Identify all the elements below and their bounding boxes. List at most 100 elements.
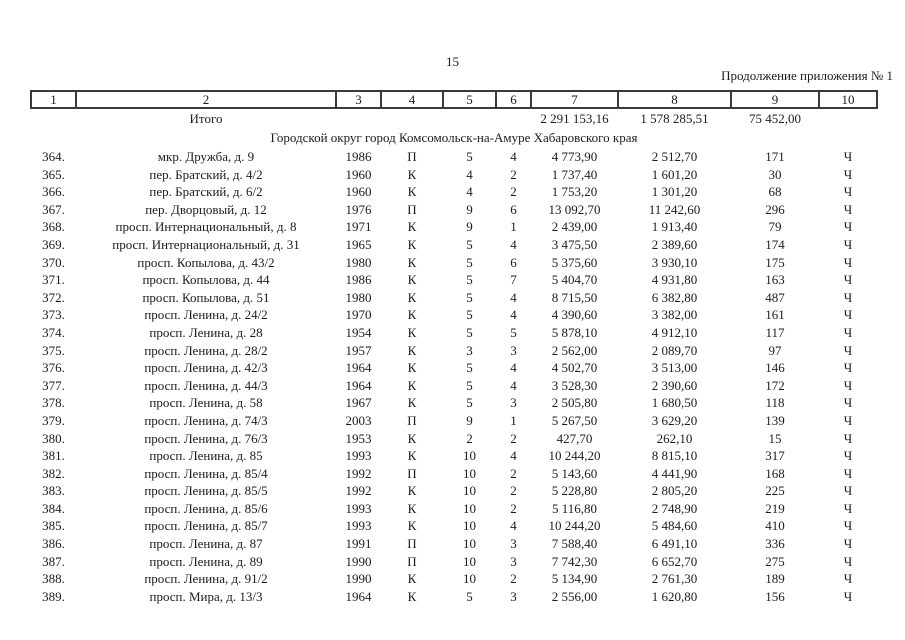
entrance-count: 4 bbox=[510, 289, 517, 305]
row-number: 365. bbox=[42, 166, 65, 182]
year-built: 1964 bbox=[345, 377, 372, 393]
address: просп. Ленина, д. 85/4 bbox=[144, 465, 268, 481]
resident-count: 219 bbox=[765, 500, 785, 516]
total-area: 5 116,80 bbox=[551, 500, 598, 516]
year-built: 1970 bbox=[345, 307, 372, 323]
resident-count: 175 bbox=[765, 254, 785, 270]
year-built: 1953 bbox=[345, 430, 372, 446]
row-number: 367. bbox=[42, 201, 65, 217]
letter-mark: Ч bbox=[843, 307, 853, 323]
table-row: 380. просп. Ленина, д. 76/3 1953 К 2 2 4… bbox=[31, 430, 877, 448]
year-built: 1992 bbox=[345, 465, 372, 481]
column-header: 8 bbox=[617, 90, 732, 109]
letter-mark: Ч bbox=[843, 219, 853, 235]
letter-mark: Ч bbox=[843, 149, 853, 164]
table-row: 369. просп. Интернациональный, д. 31 196… bbox=[31, 236, 877, 254]
living-area: 1 620,80 bbox=[651, 588, 698, 604]
address: просп. Копылова, д. 51 bbox=[142, 289, 270, 305]
page-number: 15 bbox=[446, 54, 459, 69]
wall-material: К bbox=[407, 307, 417, 323]
address: пер. Братский, д. 6/2 bbox=[149, 184, 263, 200]
letter-mark: Ч bbox=[843, 448, 853, 464]
total-area: 2 562,00 bbox=[551, 342, 598, 358]
address: просп. Копылова, д. 43/2 bbox=[137, 254, 275, 270]
floor-count: 10 bbox=[463, 448, 476, 464]
row-number: 369. bbox=[42, 236, 65, 252]
table-row: 370. просп. Копылова, д. 43/2 1980 К 5 6… bbox=[31, 254, 877, 272]
row-number: 382. bbox=[42, 465, 65, 481]
letter-mark: Ч bbox=[843, 377, 853, 393]
total-area: 3 528,30 bbox=[551, 377, 598, 393]
entrance-count: 3 bbox=[510, 553, 517, 569]
wall-material: П bbox=[407, 149, 417, 164]
year-built: 1976 bbox=[345, 201, 372, 217]
letter-mark: Ч bbox=[843, 342, 853, 358]
total-area: 5 375,60 bbox=[551, 254, 598, 270]
floor-count: 4 bbox=[466, 184, 473, 200]
total-area: 5 267,50 bbox=[551, 412, 598, 428]
entrance-count: 2 bbox=[510, 166, 517, 182]
floor-count: 10 bbox=[463, 465, 476, 481]
totals-total-area: 2 291 153,16 bbox=[540, 111, 609, 126]
floor-count: 5 bbox=[466, 377, 473, 393]
total-area: 13 092,70 bbox=[548, 201, 601, 217]
entrance-count: 3 bbox=[510, 342, 517, 358]
year-built: 1957 bbox=[345, 342, 372, 358]
row-number: 368. bbox=[42, 219, 65, 235]
letter-mark: Ч bbox=[843, 201, 853, 217]
resident-count: 487 bbox=[765, 289, 785, 305]
row-number: 380. bbox=[42, 430, 65, 446]
entrance-count: 7 bbox=[510, 272, 517, 288]
table-row: 382. просп. Ленина, д. 85/4 1992 П 10 2 … bbox=[31, 465, 877, 483]
column-header: 5 bbox=[442, 90, 497, 109]
column-header: 4 bbox=[380, 90, 444, 109]
table-row: 366. пер. Братский, д. 6/2 1960 К 4 2 1 … bbox=[31, 183, 877, 201]
address: просп. Ленина, д. 24/2 bbox=[144, 307, 268, 323]
wall-material: К bbox=[407, 588, 417, 604]
wall-material: К bbox=[407, 342, 417, 358]
letter-mark: Ч bbox=[843, 324, 853, 340]
total-area: 5 228,80 bbox=[551, 483, 598, 499]
section-title-row: Городской округ город Комсомольск-на-Аму… bbox=[31, 128, 877, 148]
letter-mark: Ч bbox=[843, 465, 853, 481]
floor-count: 5 bbox=[466, 254, 473, 270]
letter-mark: Ч bbox=[843, 430, 853, 446]
entrance-count: 1 bbox=[510, 412, 517, 428]
year-built: 1965 bbox=[345, 236, 372, 252]
resident-count: 225 bbox=[765, 483, 785, 499]
table-row: 384. просп. Ленина, д. 85/6 1993 К 10 2 … bbox=[31, 500, 877, 518]
floor-count: 3 bbox=[466, 342, 473, 358]
letter-mark: Ч bbox=[843, 571, 853, 587]
entrance-count: 3 bbox=[510, 395, 517, 411]
table-row: 364. мкр. Дружба, д. 9 1986 П 5 4 4 773,… bbox=[31, 148, 877, 166]
address: просп. Ленина, д. 91/2 bbox=[144, 571, 268, 587]
table-row: 374. просп. Ленина, д. 28 1954 К 5 5 5 8… bbox=[31, 324, 877, 342]
row-number: 384. bbox=[42, 500, 65, 516]
row-number: 387. bbox=[42, 553, 65, 569]
floor-count: 5 bbox=[466, 149, 473, 164]
row-number: 375. bbox=[42, 342, 65, 358]
floor-count: 9 bbox=[466, 201, 473, 217]
column-header-row: 1 2 3 4 5 6 7 8 9 10 bbox=[30, 90, 878, 109]
living-area: 6 652,70 bbox=[651, 553, 698, 569]
resident-count: 275 bbox=[765, 553, 785, 569]
living-area: 4 931,80 bbox=[651, 272, 698, 288]
table-row: 389. просп. Мира, д. 13/3 1964 К 5 3 2 5… bbox=[31, 588, 877, 606]
row-number: 371. bbox=[42, 272, 65, 288]
wall-material: К bbox=[407, 360, 417, 376]
address: просп. Ленина, д. 89 bbox=[149, 553, 263, 569]
address: просп. Ленина, д. 76/3 bbox=[144, 430, 268, 446]
address: просп. Ленина, д. 58 bbox=[149, 395, 263, 411]
wall-material: П bbox=[407, 536, 417, 552]
floor-count: 10 bbox=[463, 571, 476, 587]
entrance-count: 4 bbox=[510, 448, 517, 464]
year-built: 2003 bbox=[345, 412, 372, 428]
entrance-count: 4 bbox=[510, 149, 517, 164]
table-row: 371. просп. Копылова, д. 44 1986 К 5 7 5… bbox=[31, 271, 877, 289]
floor-count: 5 bbox=[466, 360, 473, 376]
address: просп. Ленина, д. 74/3 bbox=[144, 412, 268, 428]
total-area: 5 404,70 bbox=[551, 272, 598, 288]
row-number: 379. bbox=[42, 412, 65, 428]
total-area: 427,70 bbox=[556, 430, 593, 446]
row-number: 381. bbox=[42, 448, 65, 464]
